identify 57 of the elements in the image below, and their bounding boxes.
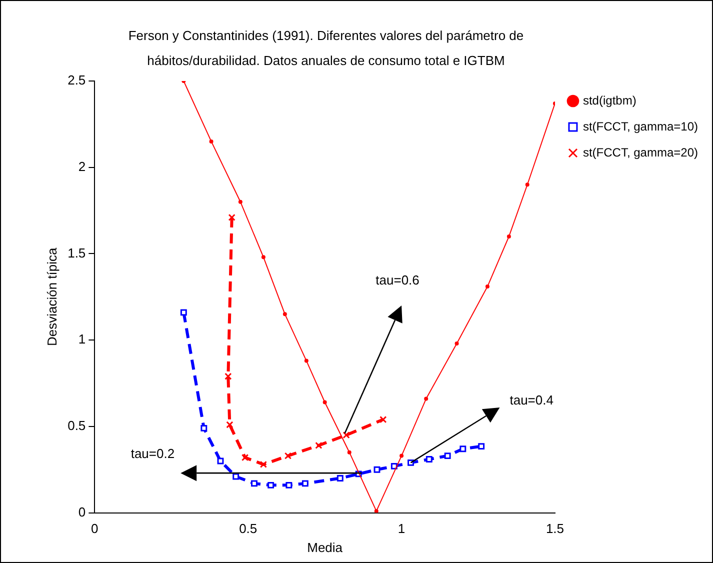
point [390,462,398,470]
point [374,509,378,513]
point [260,460,268,468]
point [342,432,350,439]
point [226,421,234,428]
point [336,475,344,482]
y-tick-label: 1 [78,332,86,347]
point [454,342,459,346]
annotation: tau=0.4 [510,392,554,408]
annotation: tau=0.2 [130,446,175,462]
point [224,372,232,380]
point [286,482,292,488]
point [478,443,485,450]
point [424,396,428,401]
point [400,454,404,458]
point [302,480,308,487]
legend-label: st(FCCT, gamma=10) [582,119,698,134]
point [238,200,242,204]
y-tick-label: 0 [78,504,86,520]
point [525,182,530,187]
point [217,458,224,464]
point [304,358,308,363]
point [506,234,511,238]
point [444,452,451,460]
y-tick-label: 2.5 [68,72,86,88]
point [232,473,240,480]
point [485,284,490,289]
point [282,312,287,316]
y-tick-label: 1.5 [68,245,86,260]
point [209,139,214,144]
annotation: tau=0.6 [376,272,420,288]
y-axis-title: Desviación típica [44,247,60,346]
point [426,456,432,462]
point [322,400,327,404]
x-tick-label: 0.5 [239,521,258,536]
point [180,309,187,316]
x-axis-title: Media [307,540,344,555]
point [200,424,208,432]
legend-label: std(igtbm) [582,93,636,108]
point [380,416,387,424]
point [261,255,266,260]
x-tick-label: 1.5 [546,521,564,536]
point [460,446,466,452]
point [251,480,258,487]
point [241,454,249,462]
point [374,466,380,473]
point [284,452,292,460]
point [228,214,236,222]
x-tick-label: 0 [91,521,98,536]
point [315,442,322,450]
legend-label: st(FCCT, gamma=20) [582,145,698,160]
x-tick-label: 1 [398,521,406,536]
point [347,450,352,454]
chart-title: Ferson y Constantinides (1991). Diferentes valores del parámetro de hábitos/durabilidad. Datos anuales de consumo total e IGTBM [127,27,525,70]
y-tick-label: 0.5 [68,418,86,434]
y-tick-label: 2 [78,158,86,174]
point [268,482,274,488]
